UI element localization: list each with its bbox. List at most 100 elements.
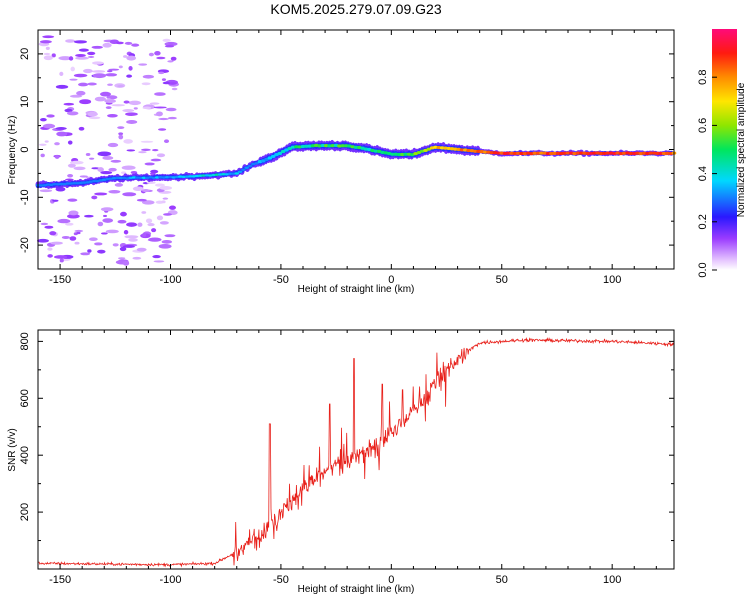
spectrogram-noise-blob (171, 87, 178, 91)
spectrogram-noise-blob (107, 83, 113, 86)
snr-y-tick-label: 400 (19, 446, 31, 464)
spectrogram-ridge-core (665, 151, 670, 155)
spectrogram-noise-blob (119, 246, 127, 252)
colorbar-tick-label: 0.0 (697, 262, 709, 277)
spectrogram-noise-blob (118, 134, 124, 140)
spectrogram-noise-blob (123, 100, 130, 104)
spectrogram-ridge-core (575, 151, 581, 155)
snr-frame (37, 329, 675, 570)
spectrogram-noise-blob (168, 205, 176, 210)
spectrogram-ridge-core (489, 151, 495, 155)
spectrogram-noise-blob (123, 229, 129, 235)
spectrogram-noise-blob (43, 55, 53, 61)
snr-y-tick-label: 200 (19, 503, 31, 521)
spectrogram-ridge-core (545, 151, 551, 156)
spectrogram-noise-blob (106, 95, 118, 100)
spectrogram-noise-blob (68, 56, 74, 61)
spectrogram-ridge-core (227, 172, 233, 175)
spectrogram-noise-blob (164, 45, 175, 48)
spectrogram-noise-blob (136, 198, 147, 202)
spectrogram-noise-blob (107, 142, 119, 148)
spectrogram-noise-blob (87, 82, 97, 86)
spectrogram-noise-blob (124, 41, 133, 45)
spectrogram-noise-blob (144, 162, 155, 166)
spectrogram-noise-blob (164, 234, 176, 238)
spectrogram-noise-blob (100, 207, 114, 212)
spectrogram-noise-blob (118, 257, 126, 260)
spectrogram-noise-blob (74, 229, 84, 233)
spectrogram-noise-blob (126, 222, 138, 227)
spectrogram-noise-blob (87, 51, 96, 56)
spectrogram-noise-blob (131, 43, 140, 47)
spectrogram-noise-blob (138, 151, 147, 154)
spectrogram-ridge-core (519, 151, 524, 156)
spectrogram-ridge-core (65, 182, 71, 185)
spectrogram-ridge-core (658, 151, 664, 155)
spectrogram-noise-blob (122, 109, 135, 113)
spectrogram-ridge-core (247, 164, 253, 168)
spectrogram-ridge-core (154, 176, 160, 179)
spectrogram-noise-blob (151, 228, 157, 233)
spectrogram-noise-blob (42, 35, 55, 39)
spectrogram-ridge-core (270, 154, 276, 159)
spectrogram-noise-blob (128, 66, 133, 71)
spectrogram-noise-blob (69, 160, 84, 165)
spectrogram-x-ticks: -150 -100 -50 0 50 100 (37, 30, 657, 286)
spectrogram-noise-blob (75, 53, 86, 57)
spectrogram-ridge-core (304, 144, 309, 148)
spectrogram-noise-blob (105, 106, 112, 109)
spectrogram-noise-blob (88, 55, 95, 58)
spectrogram-noise-blob (45, 46, 50, 50)
colorbar-tick-label: 0.2 (697, 214, 709, 229)
spectrogram-marks (35, 35, 677, 266)
spectrogram-noise-blob (148, 237, 162, 242)
spectrogram-noise-blob (120, 211, 127, 217)
spectrogram-ridge-core (559, 151, 564, 156)
snr-panel: -150 -100 -50 0 50 100 200 400 600 800 Height of… (7, 329, 675, 595)
spectrogram-noise-blob (87, 249, 92, 253)
spectrogram-ridge-core (267, 156, 273, 160)
spectrogram-noise-blob (46, 114, 55, 118)
spectrogram-noise-blob (83, 68, 93, 74)
spectrogram-noise-blob (66, 111, 79, 116)
spectrogram-ridge-core (390, 152, 395, 156)
spectrogram-noise-blob (108, 68, 120, 71)
spectrogram-noise-blob (92, 73, 107, 79)
spectrogram-noise-blob (67, 140, 73, 145)
spectrogram-noise-blob (132, 186, 144, 191)
spectrogram-ridge-core (188, 175, 193, 178)
spectrogram-noise-blob (128, 100, 141, 106)
spectrogram-noise-blob (136, 247, 147, 252)
spectrogram-noise-blob (97, 167, 104, 172)
spectrogram-noise-blob (118, 65, 123, 69)
spectrogram-ridge-core (622, 151, 627, 155)
spectrogram-noise-blob (141, 82, 151, 86)
spectrogram-noise-blob (91, 70, 106, 73)
spectrogram-noise-blob (170, 56, 177, 61)
spectrogram-noise-blob (112, 243, 119, 247)
spectrogram-noise-blob (64, 222, 74, 226)
spectrogram-noise-blob (140, 140, 154, 143)
spectrogram-noise-blob (153, 260, 165, 263)
spectrogram-noise-blob (120, 171, 127, 174)
spectrogram-noise-blob (108, 167, 117, 172)
colorbar-ticks: 0.0 0.2 0.4 0.6 0.8 (697, 70, 717, 278)
spectrogram-noise-blob (50, 241, 63, 245)
spectrogram-ridge-core (330, 144, 336, 148)
spectrogram-ridge-core (284, 148, 289, 152)
spectrogram-ridge-core (641, 151, 647, 155)
spectrogram-ridge-core (539, 151, 544, 155)
spectrogram-noise-blob (83, 214, 94, 218)
spectrogram-noise-blob (158, 243, 172, 249)
colorbar: 0.0 0.2 0.4 0.6 0.8 Normalized spectral ampl… (697, 29, 747, 278)
spectrogram-noise-blob (76, 231, 81, 235)
snr-series-line (37, 337, 675, 568)
spectrogram-ridge-core (605, 151, 611, 155)
spectrogram-ridge-core (661, 151, 667, 156)
spectrogram-noise-blob (158, 117, 169, 121)
spectrogram-ridge-core (648, 151, 654, 155)
spectrogram-noise-blob (148, 52, 154, 57)
spectrogram-noise-blob (64, 108, 73, 113)
spectrogram-noise-blob (79, 175, 88, 178)
spectrogram-noise-blob (67, 198, 78, 202)
